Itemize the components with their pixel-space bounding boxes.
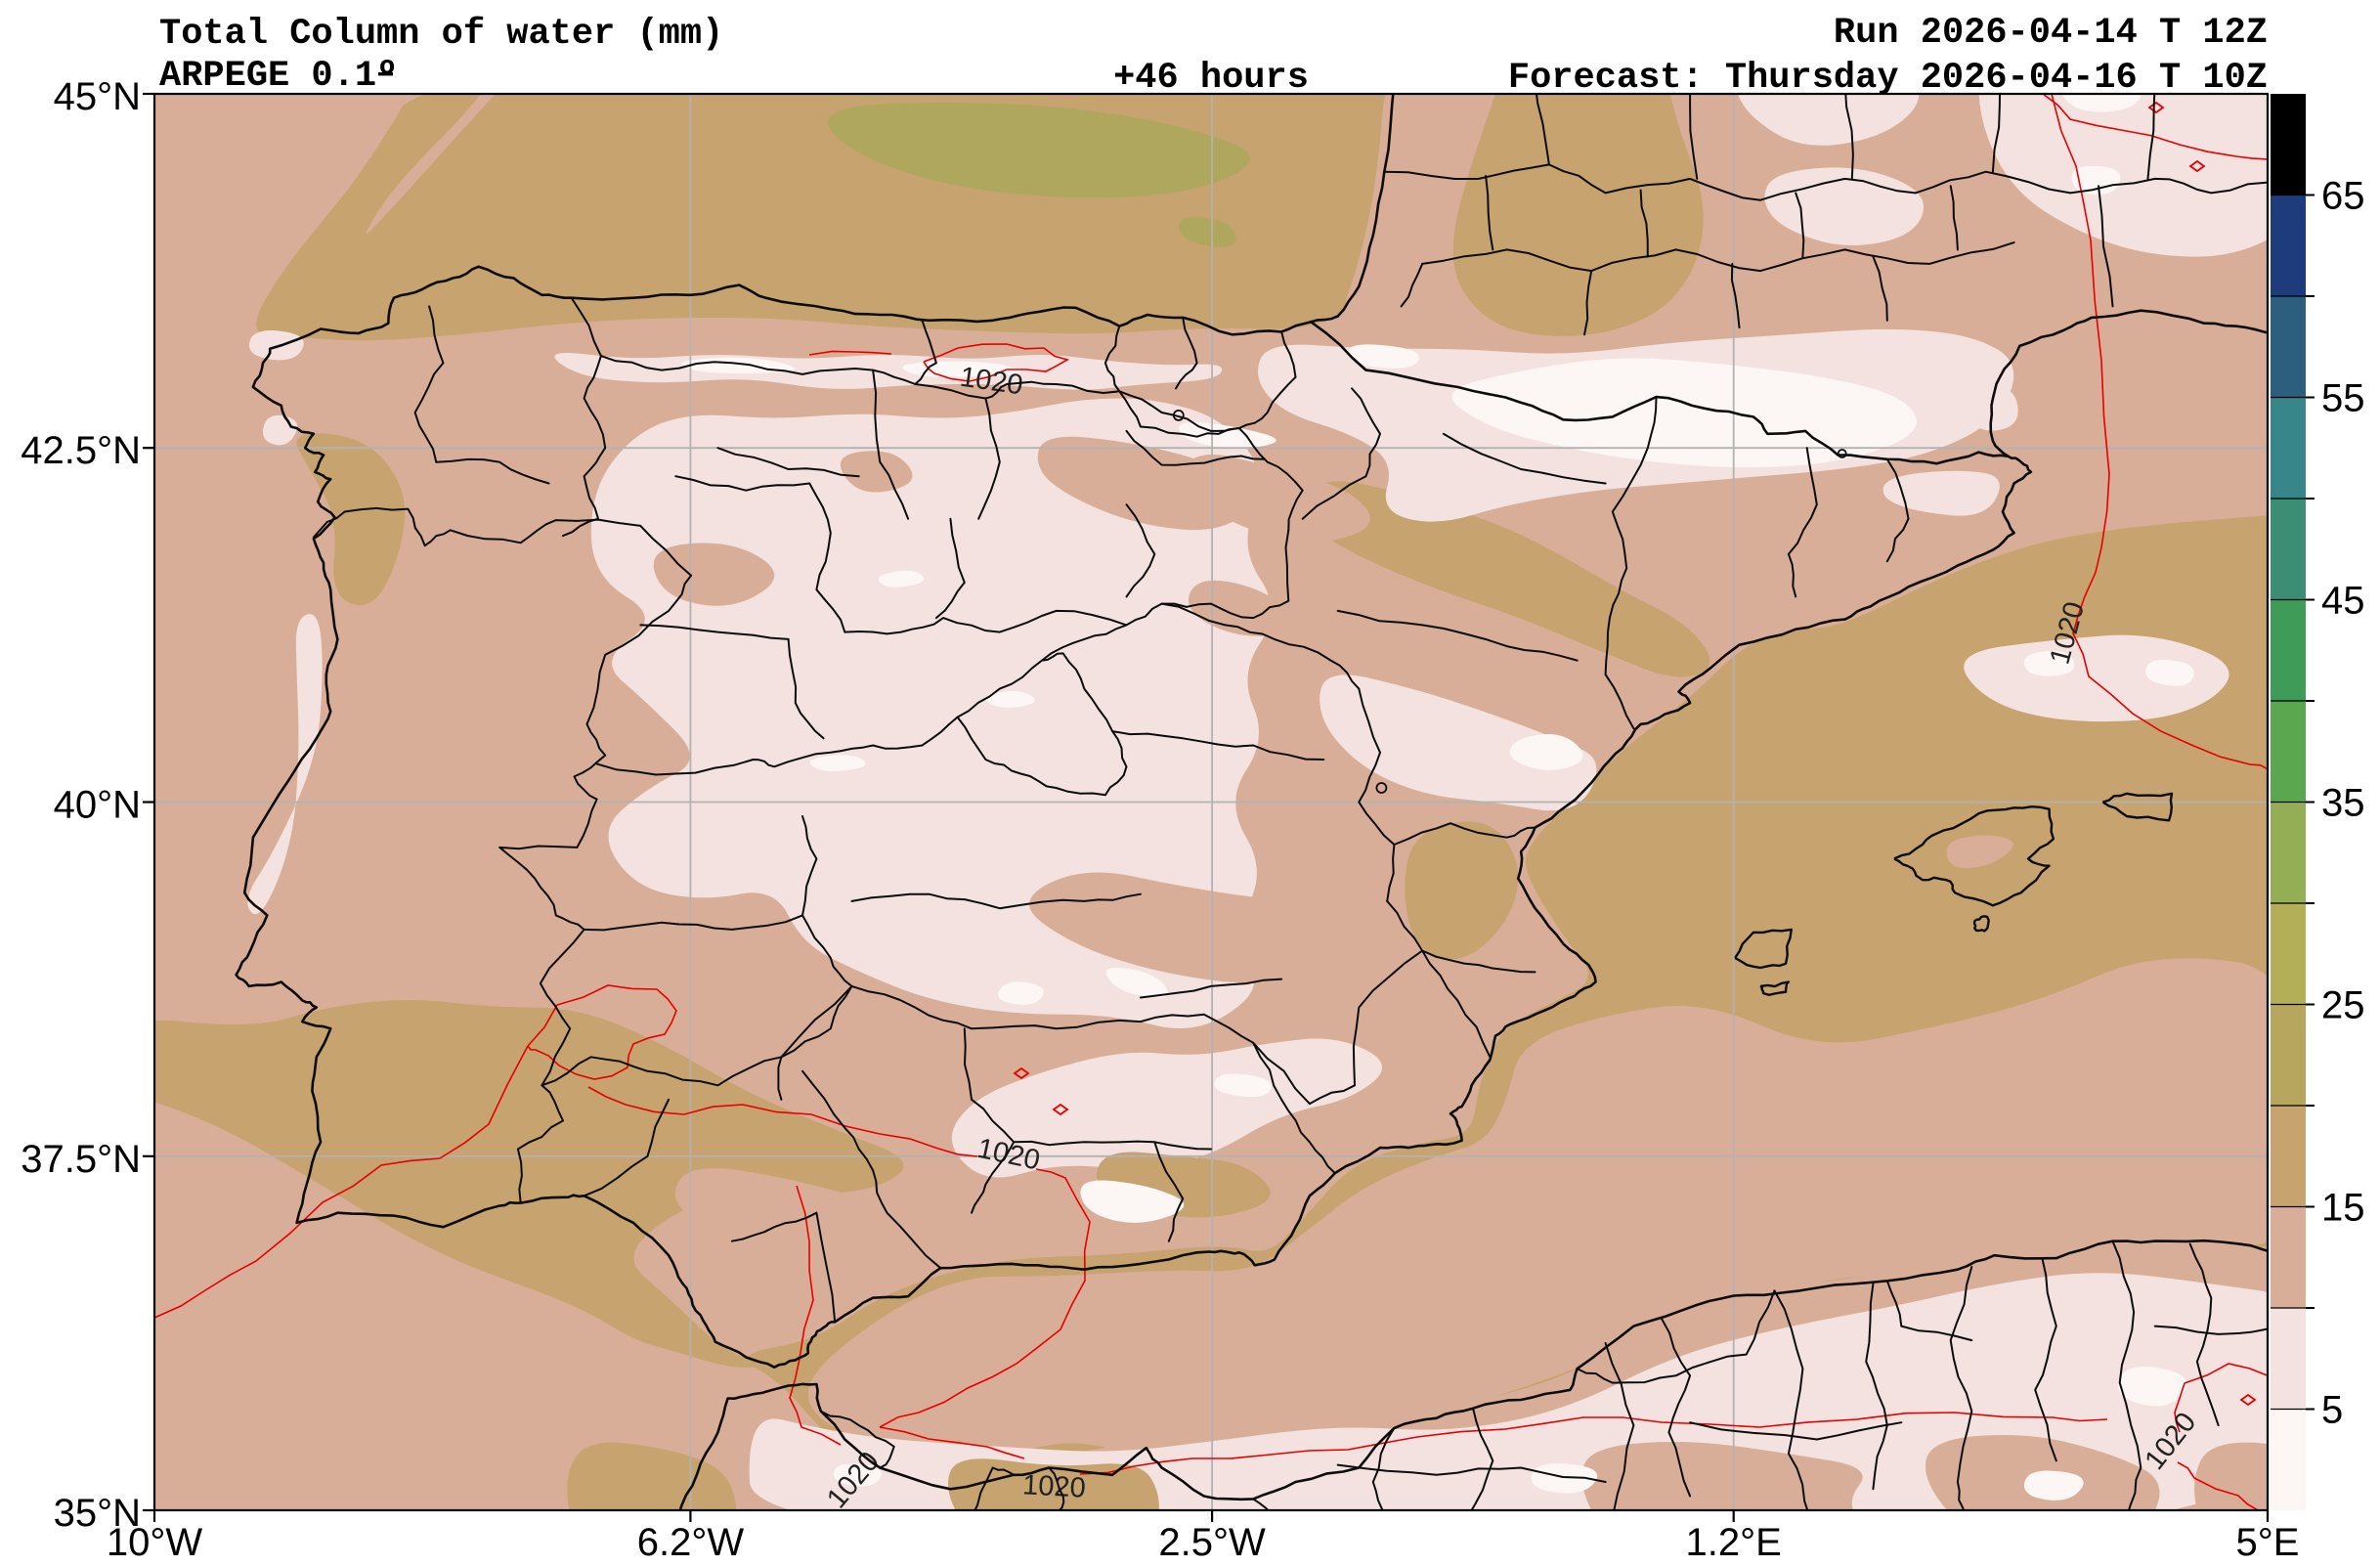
svg-text:65: 65: [2321, 175, 2365, 218]
svg-text:+46 hours: +46 hours: [1113, 58, 1309, 99]
svg-text:42.5°N: 42.5°N: [21, 429, 141, 472]
svg-text:Run 2026-04-14 T 12Z: Run 2026-04-14 T 12Z: [1834, 13, 2268, 54]
svg-text:37.5°N: 37.5°N: [21, 1138, 141, 1181]
svg-text:15: 15: [2321, 1187, 2365, 1230]
svg-text:55: 55: [2321, 377, 2365, 420]
svg-text:1.2°E: 1.2°E: [1686, 1521, 1782, 1564]
svg-text:6.2°W: 6.2°W: [637, 1521, 745, 1564]
svg-text:35°N: 35°N: [54, 1492, 141, 1535]
svg-text:ARPEGE 0.1º: ARPEGE 0.1º: [159, 56, 398, 97]
svg-text:45°N: 45°N: [54, 75, 141, 118]
svg-text:5°E: 5°E: [2236, 1521, 2300, 1564]
svg-text:5: 5: [2321, 1389, 2343, 1432]
svg-text:40°N: 40°N: [54, 784, 141, 827]
svg-text:2.5°W: 2.5°W: [1158, 1521, 1266, 1564]
svg-text:35: 35: [2321, 782, 2365, 825]
svg-text:Total Column of water (mm): Total Column of water (mm): [159, 14, 723, 55]
svg-text:10°W: 10°W: [107, 1521, 202, 1564]
svg-text:25: 25: [2321, 984, 2365, 1027]
svg-text:Forecast: Thursday 2026-04-16: Forecast: Thursday 2026-04-16 T 10Z: [1508, 58, 2268, 99]
svg-text:45: 45: [2321, 580, 2365, 623]
